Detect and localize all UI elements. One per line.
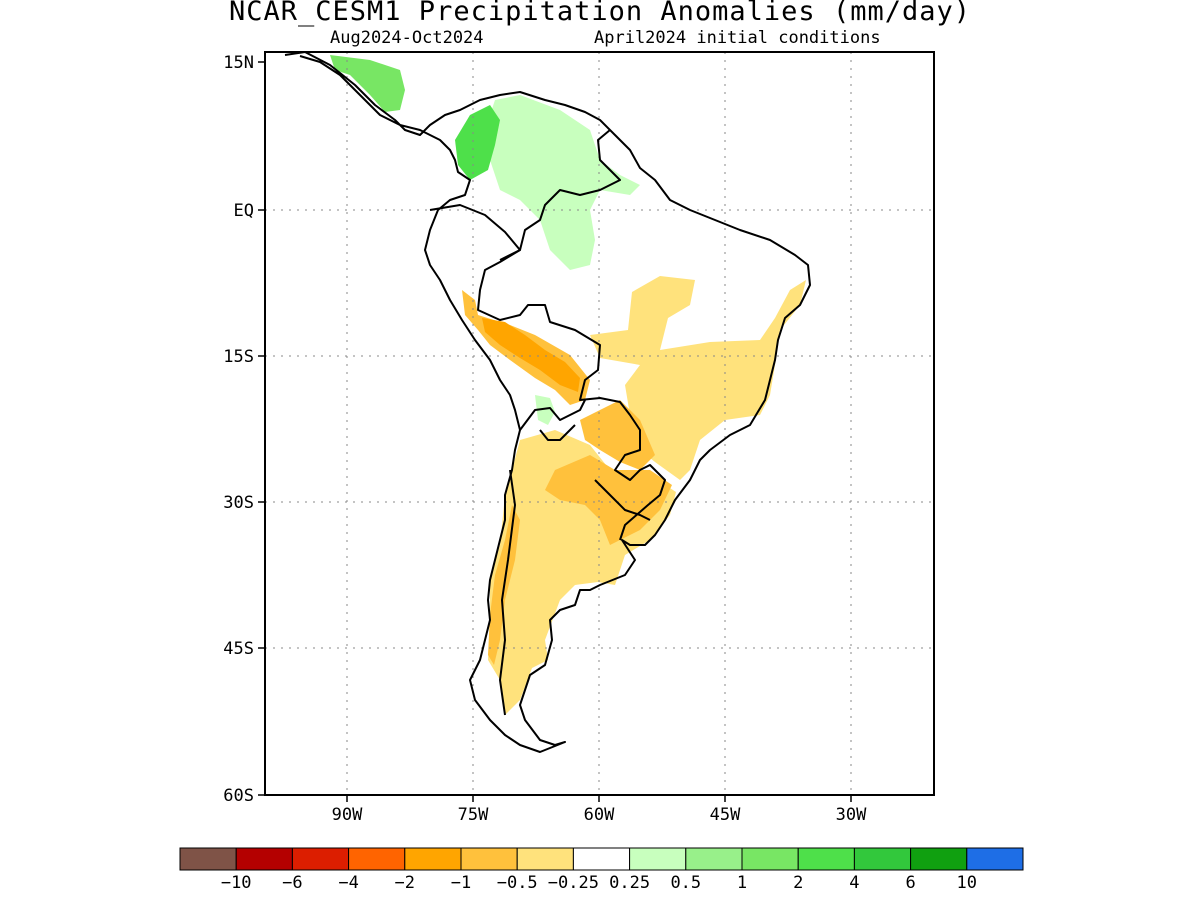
colorbar-swatch: [966, 847, 1024, 871]
southern-brazil-dry: [580, 400, 655, 470]
colorbar-label: 10: [957, 873, 977, 893]
x-tick-label: 75W: [458, 805, 489, 825]
colorbar-label: −6: [282, 873, 302, 893]
colorbar-swatch: [235, 847, 293, 871]
colorbar-label: 0.5: [670, 873, 701, 893]
colorbar-label: −2: [395, 873, 415, 893]
colorbar-label: −1: [451, 873, 471, 893]
colorbar-label: 6: [905, 873, 915, 893]
colorbar-label: 0.25: [609, 873, 650, 893]
central-brazil-dry: [590, 276, 806, 480]
venezuela-guiana-wet: [485, 95, 640, 270]
colorbar: −10 −6 −4 −2 −1 −0.5 −0.25 0.25 0.5 1 2 4 6 10: [179, 847, 1024, 893]
colorbar-swatch: [741, 847, 799, 871]
y-tick-label: 60S: [223, 786, 254, 806]
colorbar-swatch: [853, 847, 912, 871]
central-america-wet: [330, 55, 405, 112]
colorbar-label: −0.5: [497, 873, 538, 893]
colorbar-swatch: [348, 847, 406, 871]
colorbar-label: 4: [849, 873, 859, 893]
forecast-period: Aug2024-Oct2024: [330, 28, 484, 48]
colorbar-swatch: [404, 847, 462, 871]
x-tick-label: 45W: [710, 805, 741, 825]
x-tick-label: 30W: [836, 805, 867, 825]
southern-bolivia-wet: [535, 395, 555, 425]
northern-colombia-wet: [455, 105, 500, 180]
y-tick-label: 15S: [223, 347, 254, 367]
coastline: [284, 52, 811, 753]
anomaly-field: [330, 55, 806, 715]
y-tick-label: EQ: [234, 201, 254, 221]
colorbar-swatch: [516, 847, 574, 871]
y-tick-label: 30S: [223, 493, 254, 513]
initial-conditions: April2024 initial conditions: [594, 28, 881, 48]
y-tick-label: 15N: [223, 53, 254, 73]
colorbar-swatch: [291, 847, 350, 871]
colorbar-label: −10: [221, 873, 252, 893]
colorbar-label: −4: [338, 873, 358, 893]
argentina-core-dry: [545, 455, 672, 545]
x-axis: [346, 795, 852, 802]
x-tick-label: 90W: [332, 805, 363, 825]
y-axis: [258, 61, 265, 796]
colorbar-swatch: [629, 847, 687, 871]
y-tick-label: 45S: [223, 639, 254, 659]
colorbar-swatch: [910, 847, 968, 871]
colorbar-label: 2: [793, 873, 803, 893]
colorbar-label: 1: [737, 873, 747, 893]
chart-title: NCAR_CESM1 Precipitation Anomalies (mm/d…: [229, 0, 971, 27]
colorbar-swatch: [572, 847, 631, 871]
colorbar-swatch: [460, 847, 518, 871]
colorbar-swatch: [797, 847, 855, 871]
colorbar-swatch: [179, 847, 237, 871]
colorbar-label: −0.25: [548, 873, 599, 893]
bolivia-dry-core: [482, 318, 580, 392]
x-tick-label: 60W: [584, 805, 615, 825]
colorbar-swatch: [685, 847, 743, 871]
northwest-amazon-wet: [500, 150, 545, 200]
